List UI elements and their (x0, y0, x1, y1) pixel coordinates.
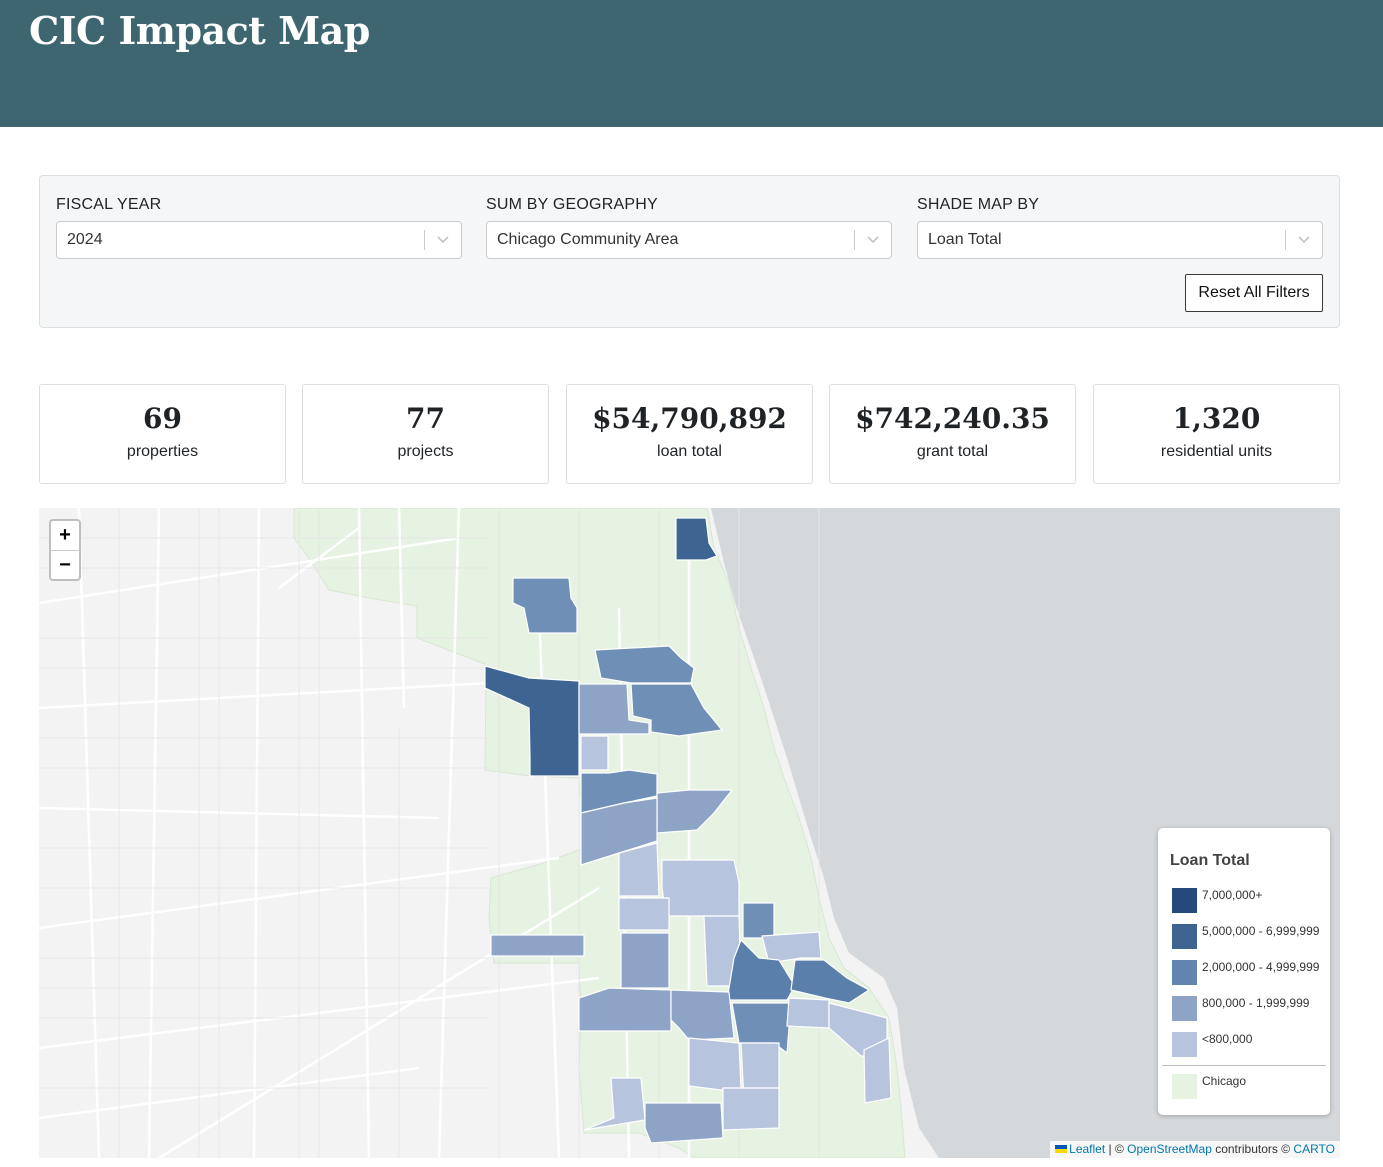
community-areas[interactable] (484, 517, 892, 1144)
legend-title: Loan Total (1170, 852, 1250, 869)
legend-item: <800,000 (1172, 1032, 1328, 1058)
select-separator (854, 230, 855, 250)
stat-card-properties: 69 properties (39, 384, 286, 484)
zoom-in-button[interactable]: + (59, 524, 71, 546)
community-area[interactable] (742, 902, 775, 939)
legend-swatch (1172, 924, 1197, 949)
shade-map-select[interactable]: Loan Total (917, 221, 1323, 259)
stat-card-grant-total: $742,240.35 grant total (829, 384, 1076, 484)
legend-swatch (1172, 888, 1197, 913)
stat-card-loan-total: $54,790,892 loan total (566, 384, 813, 484)
community-area[interactable] (731, 1002, 792, 1055)
legend-label: Chicago (1202, 1074, 1247, 1088)
stat-value: 69 (143, 402, 182, 435)
community-area[interactable] (726, 938, 796, 1001)
shade-map-label: SHADE MAP BY (917, 196, 1040, 213)
legend-label: 5,000,000 - 6,999,999 (1202, 924, 1320, 938)
chevron-down-icon[interactable] (1297, 232, 1311, 246)
legend-label: <800,000 (1202, 1032, 1253, 1046)
stat-value: $54,790,892 (592, 402, 787, 435)
community-area[interactable] (644, 1102, 724, 1144)
stat-label: residential units (1160, 443, 1273, 460)
ukraine-flag-icon (1055, 1145, 1068, 1153)
carto-link[interactable]: CARTO (1293, 1142, 1335, 1156)
community-area[interactable] (594, 645, 695, 684)
filter-panel: FISCAL YEAR 2024 SUM BY GEOGRAPHY Chicag… (39, 175, 1340, 328)
community-area[interactable] (790, 959, 871, 1004)
community-area[interactable] (618, 842, 660, 897)
stat-card-residential-units: 1,320 residential units (1093, 384, 1340, 484)
geography-value: Chicago Community Area (497, 231, 679, 248)
fiscal-year-value: 2024 (67, 231, 103, 248)
legend-label: 2,000,000 - 4,999,999 (1202, 960, 1320, 974)
legend-item: 5,000,000 - 6,999,999 (1172, 924, 1328, 950)
fiscal-year-filter: FISCAL YEAR 2024 (56, 194, 462, 259)
community-area[interactable] (620, 932, 670, 989)
community-area[interactable] (661, 859, 740, 917)
attribution-text: | © (1105, 1142, 1128, 1156)
zoom-control: + − (49, 519, 81, 581)
community-area[interactable] (578, 683, 650, 735)
attribution-text: contributors © (1211, 1142, 1294, 1156)
openstreetmap-link[interactable]: OpenStreetMap (1127, 1142, 1212, 1156)
legend-swatch (1172, 960, 1197, 985)
community-area[interactable] (630, 683, 724, 737)
community-area[interactable] (578, 987, 672, 1032)
legend-item: 2,000,000 - 4,999,999 (1172, 960, 1328, 986)
legend-swatch (1172, 1032, 1197, 1057)
select-separator (1285, 230, 1286, 250)
community-area[interactable] (484, 665, 580, 777)
community-area[interactable] (618, 897, 670, 931)
stat-label: grant total (916, 443, 989, 460)
geography-label: SUM BY GEOGRAPHY (486, 196, 658, 213)
map-basemap[interactable] (39, 508, 1340, 1158)
community-area[interactable] (580, 735, 609, 771)
community-area[interactable] (580, 797, 658, 866)
community-area[interactable] (722, 1087, 780, 1131)
shade-map-value: Loan Total (928, 231, 1002, 248)
impact-map[interactable]: + − Loan Total 7,000,000+ 5,000,000 - 6,… (39, 508, 1340, 1158)
stat-label: loan total (657, 443, 722, 460)
legend-swatch (1172, 1074, 1197, 1099)
shade-map-filter: SHADE MAP BY Loan Total (917, 194, 1323, 259)
community-area[interactable] (512, 577, 578, 634)
legend-swatch (1172, 996, 1197, 1021)
geography-filter: SUM BY GEOGRAPHY Chicago Community Area (486, 194, 892, 259)
legend-item-chicago: Chicago (1172, 1074, 1328, 1100)
map-attribution: Leaflet | © OpenStreetMap contributors ©… (1050, 1141, 1340, 1158)
geography-select[interactable]: Chicago Community Area (486, 221, 892, 259)
stat-label: projects (397, 443, 454, 460)
stat-card-projects: 77 projects (302, 384, 549, 484)
chevron-down-icon[interactable] (436, 232, 450, 246)
community-area[interactable] (761, 931, 822, 964)
legend-divider (1162, 1065, 1326, 1066)
legend-label: 800,000 - 1,999,999 (1202, 996, 1310, 1010)
community-area[interactable] (490, 934, 585, 957)
zoom-out-button[interactable]: − (51, 550, 79, 579)
community-area[interactable] (863, 1037, 892, 1104)
map-legend: Loan Total 7,000,000+ 5,000,000 - 6,999,… (1158, 828, 1330, 1115)
reset-filters-button[interactable]: Reset All Filters (1185, 274, 1323, 312)
select-separator (424, 230, 425, 250)
legend-item: 7,000,000+ (1172, 888, 1328, 914)
stat-value: 77 (406, 402, 445, 435)
chevron-down-icon[interactable] (866, 232, 880, 246)
page-title: CIC Impact Map (29, 8, 370, 53)
legend-item: 800,000 - 1,999,999 (1172, 996, 1328, 1022)
leaflet-link[interactable]: Leaflet (1069, 1142, 1106, 1156)
community-area[interactable] (583, 1077, 646, 1131)
stat-value: $742,240.35 (855, 402, 1050, 435)
fiscal-year-label: FISCAL YEAR (56, 196, 162, 213)
fiscal-year-select[interactable]: 2024 (56, 221, 462, 259)
stat-value: 1,320 (1172, 402, 1261, 435)
page-header: CIC Impact Map (0, 0, 1383, 127)
legend-label: 7,000,000+ (1202, 888, 1263, 902)
stat-label: properties (126, 443, 199, 460)
community-area[interactable] (786, 997, 830, 1029)
community-area[interactable] (675, 517, 718, 561)
community-area[interactable] (688, 1037, 742, 1091)
